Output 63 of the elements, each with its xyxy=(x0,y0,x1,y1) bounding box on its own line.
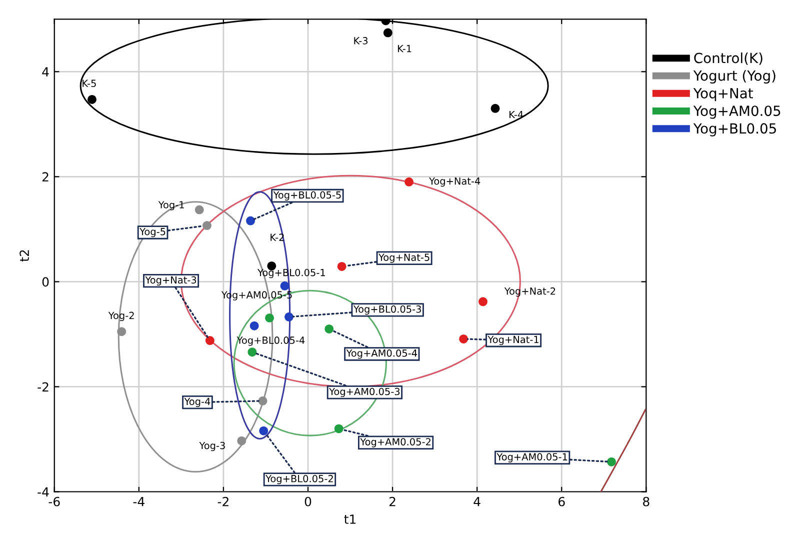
point xyxy=(202,221,212,230)
point xyxy=(194,205,204,214)
annotation: Yog+Nat-1 xyxy=(488,336,538,346)
point xyxy=(259,426,268,436)
annotation: Yog-1 xyxy=(158,201,184,210)
point xyxy=(459,334,468,344)
y-tick-label: 4 xyxy=(42,67,49,76)
point xyxy=(280,281,290,290)
point xyxy=(490,104,500,113)
x-axis-title: t1 xyxy=(344,514,356,524)
annotation: Yog+BL0.05-2 xyxy=(266,474,333,484)
point xyxy=(258,396,268,406)
annotation: K-1 xyxy=(398,45,412,52)
annotation: K-3 xyxy=(354,37,368,44)
y-tick-label: -2 xyxy=(38,382,48,392)
legend-label: Yoq+Nat xyxy=(693,88,753,102)
point xyxy=(478,297,488,306)
point xyxy=(607,457,616,466)
x-tick-label: -2 xyxy=(218,496,228,506)
annotation: Yog+Nat-3 xyxy=(145,276,196,286)
x-tick-label: 4 xyxy=(474,497,480,506)
annotation: Yog+AM0.05-2 xyxy=(360,438,430,448)
annotation: Yog+AM0.05-4 xyxy=(346,349,418,359)
point xyxy=(284,312,294,322)
x-tick-label: 6 xyxy=(558,496,565,506)
x-tick-label: 0 xyxy=(304,496,312,506)
y-axis-title: t2 xyxy=(20,250,29,262)
annotation: Yog-5 xyxy=(140,228,166,238)
legend-label: Control(K) xyxy=(694,52,762,65)
annotation: Yog+Nat-5 xyxy=(378,254,430,263)
annotation: K-4 xyxy=(510,110,524,118)
annotation: Yog+AM0.05-1 xyxy=(496,453,568,462)
annotation: Yog-2 xyxy=(108,312,134,322)
point xyxy=(246,216,256,226)
point xyxy=(324,324,334,334)
legend-label: Yog+AM0.05 xyxy=(693,106,780,119)
y-tick-label: 0 xyxy=(42,277,49,287)
point xyxy=(404,177,414,186)
annotation: Yog+Nat-4 xyxy=(429,178,480,187)
point xyxy=(117,327,126,336)
point xyxy=(334,424,344,434)
legend-label: Yog+BL0.05 xyxy=(693,123,776,136)
annotation: Yog+AM0.05-3 xyxy=(329,388,400,398)
legend-label: Yogurt (Yog) xyxy=(693,70,776,84)
point xyxy=(248,348,257,357)
x-tick-label: -6 xyxy=(48,496,60,506)
point xyxy=(87,94,96,104)
annotation: Yog-3 xyxy=(199,442,225,452)
annotation: Yog+BL0.05-5 xyxy=(273,191,341,200)
x-tick-label: 2 xyxy=(389,496,396,506)
annotation: Yog-4 xyxy=(184,398,210,407)
annotation: K-5 xyxy=(82,80,96,88)
y-tick-label: 2 xyxy=(42,172,48,182)
annotation: Yog+BL0.05-3 xyxy=(353,305,421,315)
y-tick-label: -4 xyxy=(38,487,49,496)
point xyxy=(383,28,392,38)
point xyxy=(205,336,214,346)
x-tick-label: -4 xyxy=(133,497,144,506)
point xyxy=(237,436,246,446)
point xyxy=(250,321,259,330)
point xyxy=(337,262,346,271)
x-tick-label: 8 xyxy=(643,496,650,506)
point xyxy=(265,313,274,322)
